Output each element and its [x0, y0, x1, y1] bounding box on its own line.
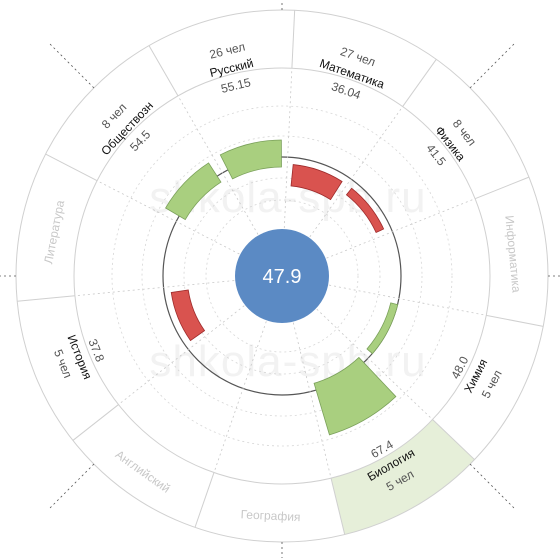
watermark-bottom: shkola-spb.ru	[149, 337, 426, 386]
guide-circle-0	[205, 199, 359, 353]
corner-guide-1	[469, 463, 516, 510]
baseline-circle	[162, 156, 402, 396]
center-average-circle	[235, 229, 329, 323]
sector-divider-10	[45, 153, 98, 182]
bar-subject-2	[345, 187, 385, 234]
corner-guide-0	[469, 42, 516, 89]
sector-divider-1	[291, 10, 296, 69]
label-subject-9: Литература	[41, 199, 67, 265]
sector-divider-6	[330, 478, 346, 535]
highlight-sector-5	[331, 419, 475, 535]
sector-divider-2	[402, 59, 437, 107]
bar-subject-8	[170, 289, 206, 342]
sector-guide-0	[177, 95, 259, 235]
sector-guide-5	[316, 308, 433, 420]
center-average-value: 47.9	[263, 266, 302, 288]
bar-subject-0	[219, 139, 282, 180]
sector-divider-5	[432, 419, 475, 460]
sector-divider-7	[194, 472, 215, 528]
sector-guide-7	[213, 321, 267, 473]
sector-guide-6	[292, 322, 332, 479]
highlight-layer	[331, 419, 475, 535]
bar-subject-1	[290, 164, 343, 201]
bar-subject-10	[165, 162, 222, 221]
sector-guide-4	[329, 284, 487, 316]
sector-divider-8	[72, 404, 119, 441]
guide-circle-3	[111, 105, 453, 447]
sector-guide-10	[96, 180, 240, 255]
guide-circle-1	[183, 177, 381, 375]
sector-guide-2	[309, 106, 403, 238]
label-score-0: 55.15	[220, 75, 253, 96]
ring-circle-0	[73, 67, 491, 485]
guide-circle-2	[141, 135, 423, 417]
sector-divider-4	[486, 314, 544, 327]
corner-guide-3	[48, 42, 95, 89]
bars-layer	[165, 139, 399, 436]
sector-divider-3	[474, 176, 530, 200]
sector-guide-3	[326, 198, 476, 259]
sector-divider-0	[148, 45, 179, 97]
corner-guide-2	[48, 463, 95, 510]
center-layer: 47.9	[235, 229, 329, 323]
label-name-3: Информатика	[502, 215, 523, 294]
bar-subject-5	[313, 356, 397, 436]
label-name-6: География	[240, 507, 300, 524]
sector-guide-8	[118, 305, 245, 405]
label-name-9: Литература	[41, 199, 67, 265]
bar-subject-4	[366, 302, 399, 355]
sector-guide-9	[74, 280, 235, 297]
label-subject-6: География	[240, 507, 300, 524]
label-subject-3: Информатика	[502, 215, 523, 294]
sector-guide-1	[283, 68, 293, 229]
sector-divider-9	[17, 295, 75, 302]
